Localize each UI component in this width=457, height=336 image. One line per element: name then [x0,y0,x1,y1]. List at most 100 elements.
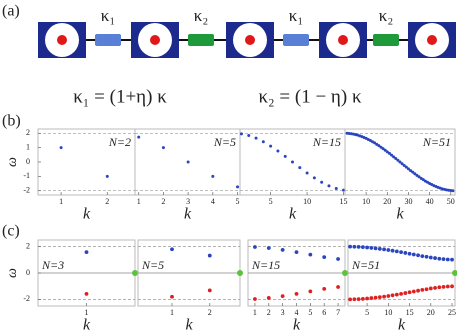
point [404,165,408,169]
point [161,146,165,150]
point [336,257,340,261]
point [424,254,429,259]
x-tick-label: 1 [170,308,174,317]
y-tick-label: 0 [26,157,30,166]
x-tick-label: 40 [426,197,434,206]
point [403,291,408,295]
point [132,270,138,276]
y-tick-label: 0 [26,268,30,277]
x-tick-label: 3 [281,308,285,317]
point [283,154,287,158]
point [236,185,240,189]
coupler [95,34,121,46]
point [452,270,457,276]
point [348,297,353,302]
point [365,296,370,301]
point [437,256,442,261]
x-axis-label: k [184,206,192,223]
point [390,248,395,253]
point [170,247,174,252]
point [253,297,257,301]
point [450,284,454,289]
x-tick-label: 15 [340,197,348,206]
series-label: N=15 [312,135,341,149]
point [445,257,450,262]
y-tick-label: -1 [23,171,30,180]
point [417,175,421,179]
x-tick-label: 20 [383,197,391,206]
series-label: N=51 [422,135,451,149]
point [409,169,413,173]
point [377,144,381,148]
point [394,157,398,161]
resonator-mode [150,35,160,45]
point [334,187,338,191]
point [365,245,370,250]
y-tick-label: 1 [26,142,30,151]
point [377,246,382,251]
resonator-mode [57,35,67,45]
point [385,150,389,154]
y-tick-label: -2 [23,294,30,303]
coupler [188,34,214,46]
point [433,256,437,260]
point [386,248,391,252]
point [398,160,402,164]
y-tick-label: 2 [26,241,30,250]
point [369,246,374,250]
x-tick-label: 1 [137,197,141,206]
x-tick-label: 10 [303,197,311,206]
plot-frame [344,128,456,196]
point [298,166,302,170]
x-tick-label: 4 [211,197,215,206]
point [394,249,399,254]
x-tick-label: 7 [336,308,340,317]
point [399,291,403,296]
x-tick-label: 5 [236,197,240,206]
point [211,174,215,178]
point [253,245,257,249]
point [379,145,383,149]
x-axis-label: k [83,206,91,223]
point [420,287,425,292]
x-tick-label: 10 [384,308,392,317]
resonator-mode [427,35,437,45]
point [294,291,299,296]
point [416,253,420,258]
point [291,160,294,164]
point [336,285,340,289]
point [415,173,419,177]
y-tick-label: -2 [23,186,30,195]
x-tick-label: 5 [269,197,273,206]
series-label: N=15 [251,258,280,272]
panel-label: (a) [2,3,20,20]
x-axis-label: k [83,317,91,334]
point [322,286,327,291]
x-tick-label: 2 [161,197,165,206]
panel-label: (b) [2,113,21,130]
x-tick-label: 5 [365,308,369,317]
x-tick-label: 2 [208,308,212,317]
point [348,244,353,249]
series-label: N=5 [141,258,164,272]
point [59,146,63,150]
point [360,296,365,301]
point [276,149,280,153]
y-axis-label: ω [5,268,20,278]
point [84,291,89,296]
x-tick-label: 2 [267,308,271,317]
series-label: N=5 [213,135,236,149]
point [322,255,327,260]
point [445,284,450,289]
x-tick-label: 4 [295,308,299,317]
point [377,295,382,300]
series-label: N=51 [351,258,380,272]
point [437,285,442,290]
point [411,170,415,174]
point [421,178,425,182]
point [400,162,404,166]
x-axis-label: k [396,206,404,223]
coupler-label: κ₂ [194,6,209,25]
point [308,289,313,294]
